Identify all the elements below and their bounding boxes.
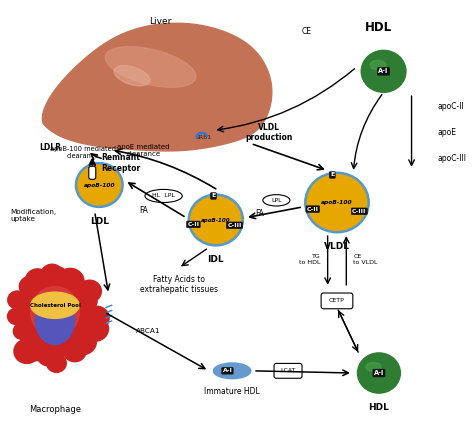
Text: Immature HDL: Immature HDL <box>204 388 260 396</box>
Circle shape <box>305 173 369 232</box>
Circle shape <box>8 308 25 324</box>
Text: C-II: C-II <box>307 206 319 212</box>
Ellipse shape <box>19 276 91 356</box>
Text: A-I: A-I <box>374 370 384 376</box>
Circle shape <box>79 293 97 310</box>
Text: VLDL
production: VLDL production <box>246 123 293 142</box>
Circle shape <box>8 291 27 309</box>
Circle shape <box>37 345 59 366</box>
FancyBboxPatch shape <box>321 293 353 309</box>
Ellipse shape <box>366 363 381 371</box>
Text: C-II: C-II <box>187 222 200 227</box>
Circle shape <box>48 267 67 285</box>
Text: LDL: LDL <box>90 216 109 226</box>
Text: A-I: A-I <box>222 368 232 374</box>
Circle shape <box>84 306 109 330</box>
Text: E: E <box>330 172 335 177</box>
Text: SRB1: SRB1 <box>196 135 212 140</box>
Text: CE: CE <box>301 27 312 37</box>
Text: apoE mediated
clearance: apoE mediated clearance <box>117 143 170 157</box>
Text: LDLR: LDLR <box>40 143 62 152</box>
FancyBboxPatch shape <box>89 166 96 180</box>
Text: HL  LPL: HL LPL <box>152 194 175 198</box>
Text: apoE: apoE <box>437 128 456 137</box>
Ellipse shape <box>31 292 79 319</box>
Text: C-III: C-III <box>352 209 366 214</box>
Text: Remnant
Receptor: Remnant Receptor <box>101 154 141 173</box>
Circle shape <box>361 50 406 92</box>
Text: Liver: Liver <box>149 17 171 26</box>
Circle shape <box>82 316 109 341</box>
Text: apoB-100: apoB-100 <box>201 217 231 223</box>
Text: C-III: C-III <box>227 223 242 228</box>
Text: apoB-100: apoB-100 <box>321 200 353 205</box>
Text: HDL: HDL <box>368 403 389 412</box>
Ellipse shape <box>31 287 79 337</box>
Text: HDL: HDL <box>365 21 392 34</box>
Ellipse shape <box>105 47 196 87</box>
Ellipse shape <box>36 297 74 345</box>
Text: ABCA1: ABCA1 <box>136 329 161 334</box>
FancyBboxPatch shape <box>274 363 302 378</box>
Text: FA: FA <box>139 206 148 215</box>
Circle shape <box>14 339 40 363</box>
Text: Cholesterol Pool: Cholesterol Pool <box>29 303 81 308</box>
Text: LPL: LPL <box>271 198 282 203</box>
Circle shape <box>76 163 123 207</box>
Ellipse shape <box>370 60 386 70</box>
Text: Macrophage: Macrophage <box>29 404 81 414</box>
Circle shape <box>64 341 86 362</box>
Text: Modification,
uptake: Modification, uptake <box>11 209 57 222</box>
Text: apoC-III: apoC-III <box>437 154 466 163</box>
Text: A-I: A-I <box>378 68 389 74</box>
Ellipse shape <box>114 66 150 86</box>
Text: TG
to HDL: TG to HDL <box>299 254 321 265</box>
Text: CE
to VLDL: CE to VLDL <box>353 254 378 265</box>
Circle shape <box>46 354 66 372</box>
Circle shape <box>69 329 96 355</box>
Circle shape <box>13 323 31 339</box>
Text: apoC-II: apoC-II <box>437 102 464 111</box>
Ellipse shape <box>263 194 290 206</box>
Circle shape <box>19 277 40 296</box>
Text: Fatty Acids to
extrahepatic tissues: Fatty Acids to extrahepatic tissues <box>139 275 218 294</box>
Circle shape <box>357 353 401 393</box>
Text: CETP: CETP <box>329 298 345 304</box>
Polygon shape <box>43 23 272 151</box>
Text: LCAT: LCAT <box>280 368 296 374</box>
Text: FA: FA <box>255 209 264 218</box>
Text: apoB-100: apoB-100 <box>83 183 115 187</box>
Ellipse shape <box>213 363 251 379</box>
Text: apoB-100 mediated
clearance: apoB-100 mediated clearance <box>50 146 116 159</box>
Text: VLDL: VLDL <box>324 242 350 251</box>
Circle shape <box>78 280 101 302</box>
Circle shape <box>41 264 64 286</box>
Ellipse shape <box>145 189 182 202</box>
Circle shape <box>189 194 243 246</box>
Circle shape <box>24 338 48 361</box>
Circle shape <box>56 268 84 294</box>
Circle shape <box>26 269 49 291</box>
Text: E: E <box>211 194 216 198</box>
Text: IDL: IDL <box>208 255 224 264</box>
